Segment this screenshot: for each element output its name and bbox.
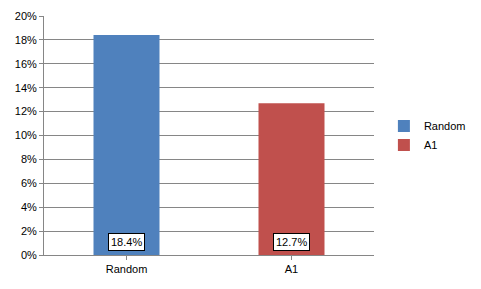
svg-text:18%: 18% (15, 34, 37, 46)
svg-text:6%: 6% (21, 177, 37, 189)
svg-text:14%: 14% (15, 82, 37, 94)
svg-text:2%: 2% (21, 225, 37, 237)
svg-text:18.4%: 18.4% (111, 236, 142, 248)
svg-text:A1: A1 (285, 263, 298, 275)
svg-text:12.7%: 12.7% (276, 236, 307, 248)
svg-text:0%: 0% (21, 249, 37, 261)
svg-text:Random: Random (424, 120, 466, 132)
svg-text:12%: 12% (15, 105, 37, 117)
svg-text:A1: A1 (424, 139, 437, 151)
svg-text:10%: 10% (15, 129, 37, 141)
svg-text:20%: 20% (15, 10, 37, 22)
svg-text:Random: Random (106, 263, 148, 275)
svg-text:4%: 4% (21, 201, 37, 213)
svg-text:16%: 16% (15, 58, 37, 70)
svg-text:8%: 8% (21, 153, 37, 165)
